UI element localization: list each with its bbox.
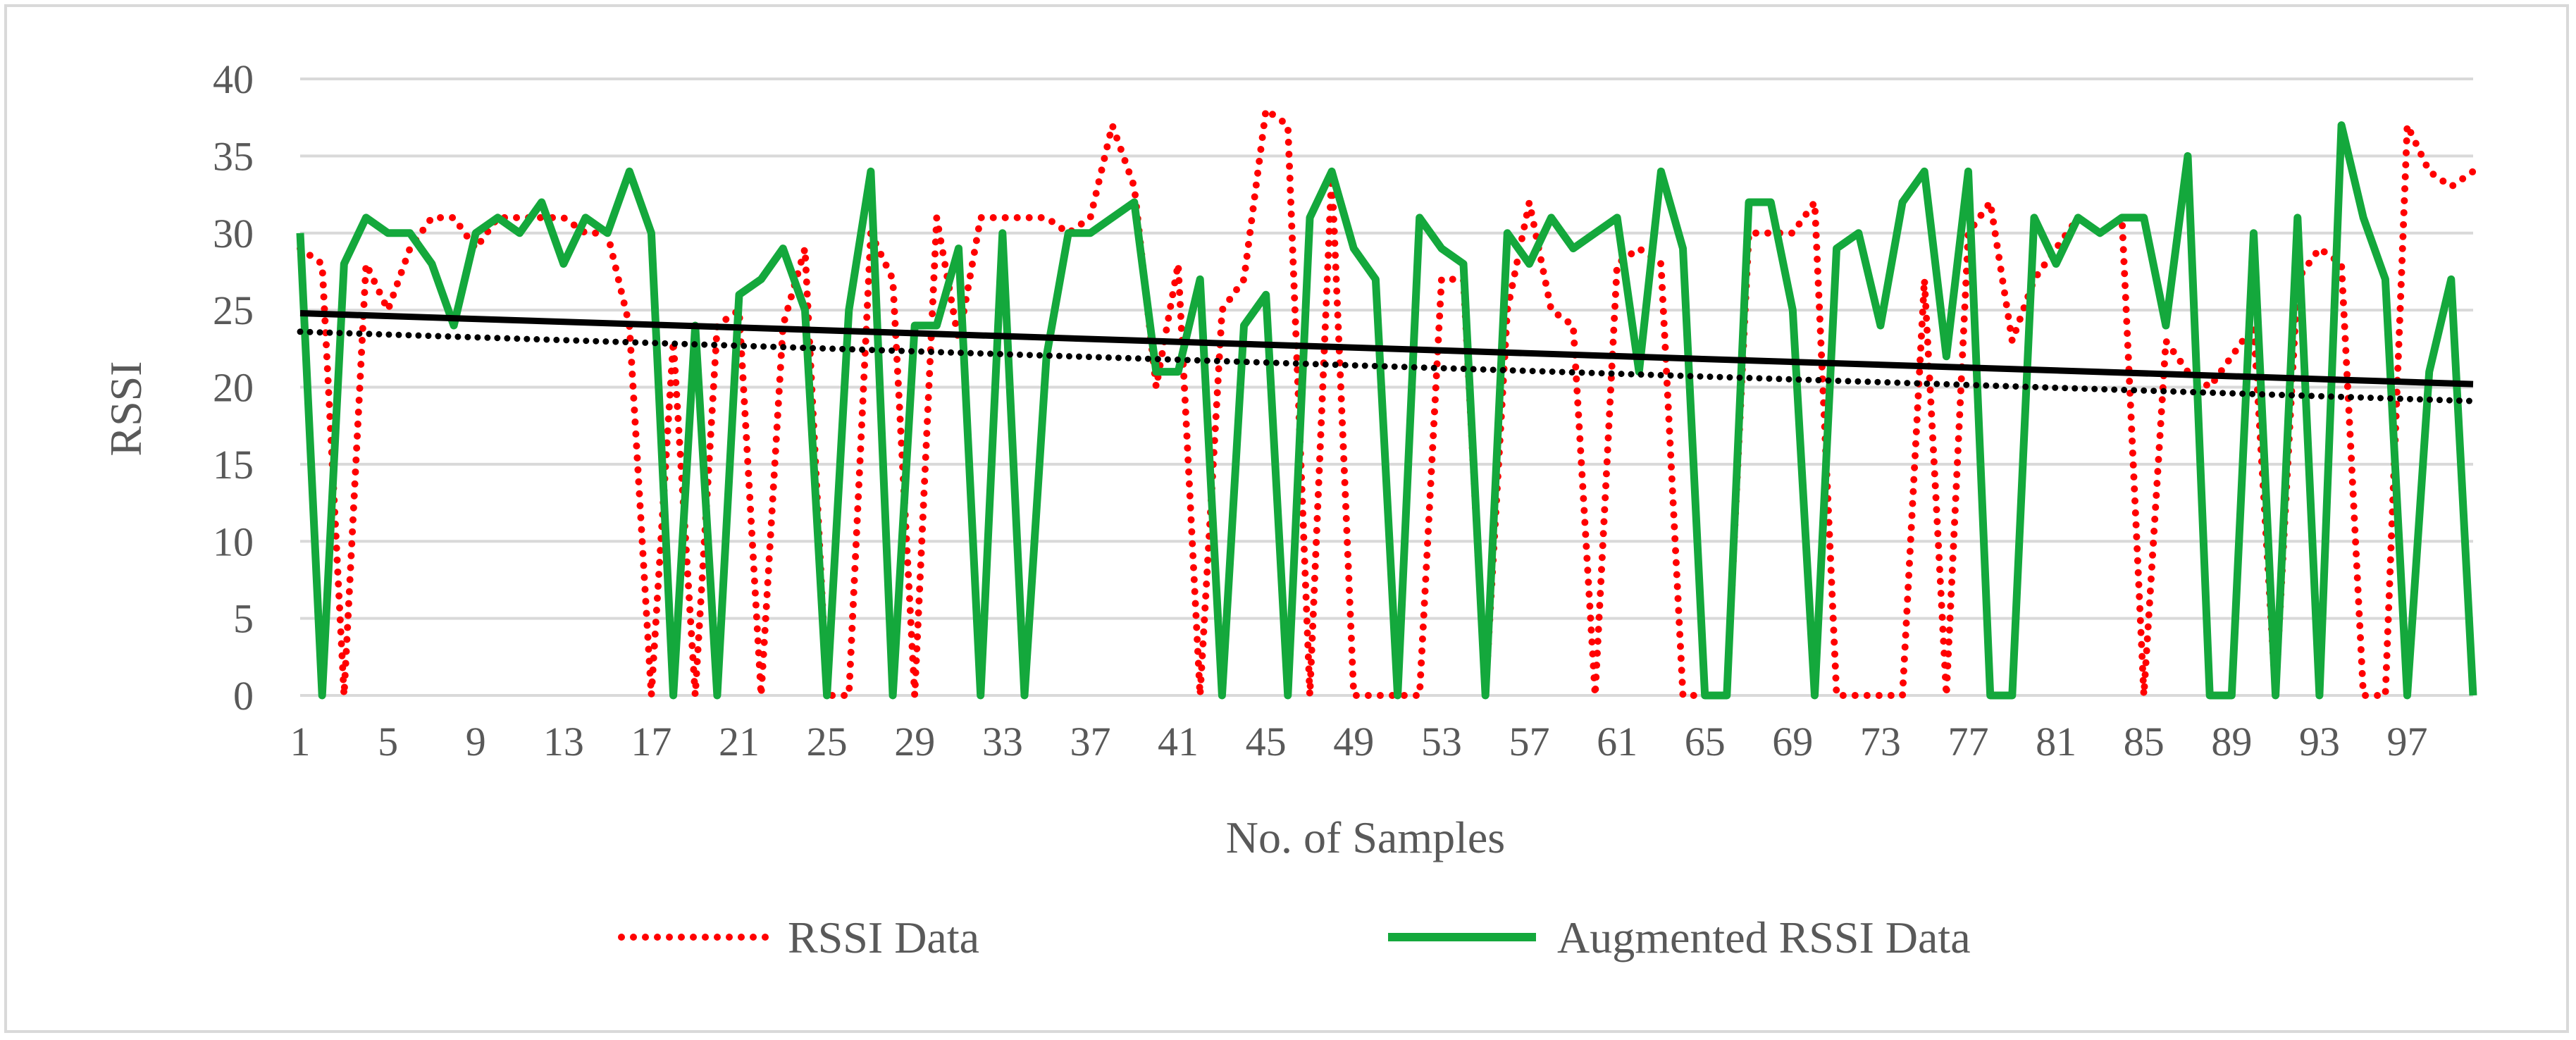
x-tick-label: 29 [894, 719, 935, 764]
y-tick-label: 40 [213, 56, 254, 102]
y-tick-label: 20 [213, 365, 254, 411]
series-line-linear-augmented-rssi-data [299, 310, 2474, 388]
series-layer [296, 106, 2477, 700]
x-tick-label: 89 [2211, 719, 2252, 764]
y-tick-label: 10 [213, 519, 254, 564]
x-tick-label: 57 [1509, 719, 1549, 764]
x-tick-label: 33 [982, 719, 1023, 764]
x-tick-label: 13 [543, 719, 584, 764]
x-tick-label: 9 [466, 719, 486, 764]
y-tick-label: 15 [213, 442, 254, 488]
x-tick-label: 49 [1333, 719, 1374, 764]
legend-label-rssi-data: RSSI Data [788, 912, 979, 962]
x-tick-label: 45 [1246, 719, 1287, 764]
x-tick-label: 77 [1948, 719, 1989, 764]
x-tick-label: 25 [807, 719, 848, 764]
y-tick-label: 5 [233, 596, 254, 642]
legend: RSSI Data Augmented RSSI Data [618, 912, 1971, 962]
x-tick-label: 37 [1070, 719, 1110, 764]
x-tick-label: 81 [2036, 719, 2076, 764]
x-tick-label: 1 [290, 719, 311, 764]
x-tick-label: 93 [2299, 719, 2340, 764]
x-tick-label: 65 [1685, 719, 1726, 764]
y-axis-title: RSSI [101, 361, 151, 456]
x-tick-label: 53 [1421, 719, 1462, 764]
x-tick-label: 41 [1158, 719, 1199, 764]
x-tick-label: 21 [719, 719, 760, 764]
series-line-augmented-rssi-data [296, 121, 2477, 700]
series-line-linear-rssi-data [297, 328, 2477, 404]
x-tick-label: 69 [1772, 719, 1813, 764]
legend-label-augmented-rssi-data: Augmented RSSI Data [1557, 912, 1971, 962]
x-tick-label: 5 [378, 719, 398, 764]
y-axis-tick-labels: 0 5 10 15 20 25 30 35 40 [213, 56, 254, 719]
series-line-rssi-data [297, 106, 2477, 699]
x-axis-tick-labels: 1 5 9 13 17 21 25 29 33 37 41 45 49 53 57 61 65 69 73 77 81 8… [290, 719, 2428, 764]
x-tick-label: 85 [2124, 719, 2165, 764]
chart-frame: 0 5 10 15 20 25 30 35 40 1 5 9 13 17 21 25 29 33 37 41 45 49… [4, 4, 2569, 1033]
y-tick-label: 0 [233, 673, 254, 719]
x-tick-label: 17 [631, 719, 671, 764]
x-tick-label: 73 [1860, 719, 1901, 764]
x-axis-title: No. of Samples [1226, 812, 1505, 862]
y-tick-label: 30 [213, 211, 254, 256]
y-tick-label: 25 [213, 287, 254, 333]
x-tick-label: 97 [2387, 719, 2428, 764]
x-tick-label: 61 [1597, 719, 1637, 764]
y-tick-label: 35 [213, 133, 254, 179]
